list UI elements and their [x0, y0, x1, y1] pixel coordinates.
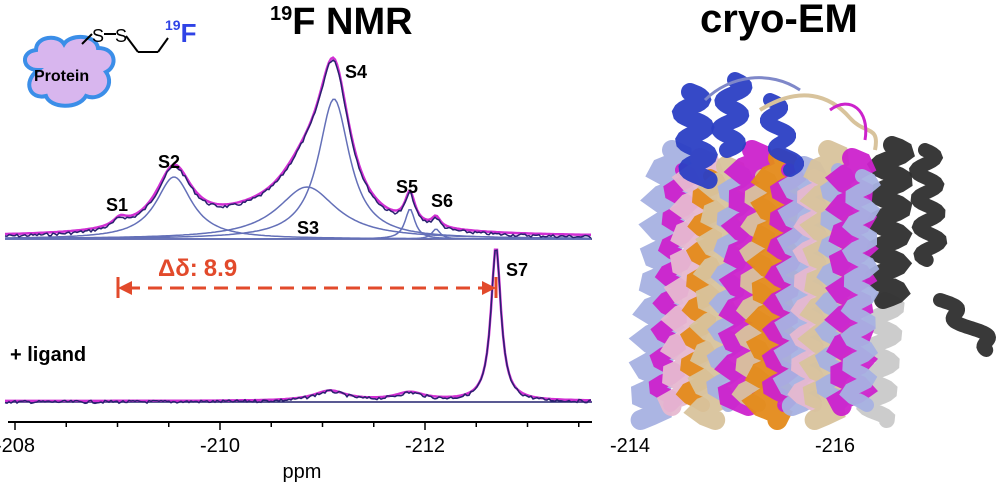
top-fit-component — [5, 228, 591, 240]
bottom-spectrum-trace — [4, 249, 592, 405]
fluorine-element: F — [181, 18, 197, 48]
helix-bundle — [628, 72, 997, 430]
cryo-em-structure: cryo-EM — [628, 0, 997, 430]
sulfur-atom-2: S — [115, 26, 127, 46]
peak-label-s3: S3 — [297, 218, 319, 238]
ppm-axis: -208-210-212-214-216-218-220 — [0, 421, 855, 457]
helix-blue — [760, 93, 804, 177]
peak-label-s1: S1 — [106, 195, 128, 215]
protein-cloud-icon: Protein — [23, 35, 116, 108]
peak-label-s5: S5 — [396, 177, 418, 197]
nmr-title-superscript: 19 — [270, 3, 292, 25]
ligand-label: + ligand — [10, 344, 86, 366]
loop-magenta — [829, 102, 868, 141]
helix-bundle-strand — [628, 140, 695, 430]
helix-dark — [933, 293, 997, 357]
axis-label: ppm — [283, 461, 322, 483]
axis-tick-label: -208 — [0, 435, 35, 457]
delta-symbol: Δδ: — [158, 255, 198, 282]
disulfide-linker — [81, 33, 169, 53]
cryo-em-title: cryo-EM — [700, 0, 858, 41]
peak-label-s6: S6 — [431, 191, 453, 211]
axis-tick-label: -210 — [200, 435, 240, 457]
fluorine-isotope: 19 — [165, 17, 181, 33]
peak-label-s4: S4 — [345, 62, 367, 82]
loop-lavender — [703, 76, 801, 102]
peak-label-s2: S2 — [158, 152, 180, 172]
axis-tick-label: -214 — [610, 435, 650, 457]
helix-bundle-strand — [683, 156, 750, 430]
delta-value: 8.9 — [204, 255, 237, 282]
axis-tick-label: -216 — [815, 435, 855, 457]
fluorine-label: 19F — [165, 17, 196, 48]
helix-blue — [711, 72, 753, 158]
nmr-title-main: F NMR — [292, 1, 412, 43]
delta-shift-arrow — [116, 277, 498, 298]
helix-bundle-strand — [839, 169, 881, 412]
bottom-fit-envelope — [5, 248, 591, 403]
helix-blue — [671, 83, 718, 189]
loop-tan — [758, 93, 878, 151]
top-fit-envelope — [5, 56, 591, 237]
helix-bundle-strand — [741, 148, 805, 430]
nmr-title: 19F NMR — [270, 1, 413, 43]
axis-tick-label: -212 — [405, 435, 445, 457]
helix-dark — [864, 136, 915, 309]
delta-delta-label: Δδ: 8.9 — [158, 255, 237, 282]
helix-dark — [909, 143, 948, 267]
top-spectrum-trace — [4, 59, 592, 239]
top-fit-component — [5, 186, 591, 240]
protein-label: Protein — [34, 68, 89, 85]
spectra — [4, 56, 592, 405]
sulfur-atom-1: S — [92, 26, 104, 46]
peak-label-s7: S7 — [506, 260, 528, 280]
